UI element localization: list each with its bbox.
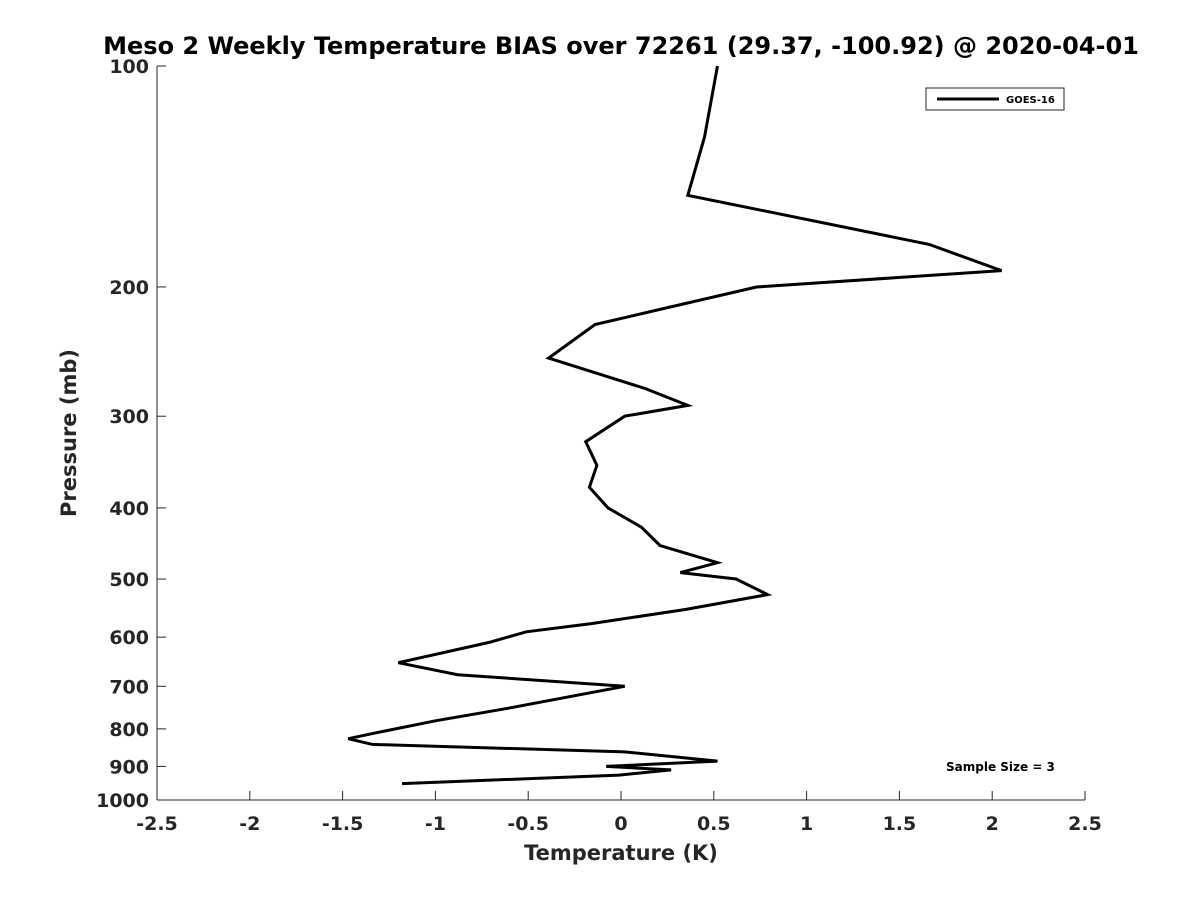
series-line-goes-16 <box>347 65 1003 786</box>
y-tick-label: 700 <box>109 676 149 698</box>
y-tick-label: 300 <box>109 406 149 428</box>
x-tick-label: 1 <box>800 813 813 835</box>
y-tick-label: 100 <box>109 56 149 78</box>
y-tick-label: 1000 <box>96 790 149 812</box>
y-tick-label: 500 <box>109 569 149 591</box>
x-tick-label: -1 <box>425 813 446 835</box>
legend: GOES-16 <box>925 87 1065 111</box>
y-tick-label: 800 <box>109 719 149 741</box>
y-tick-label: 900 <box>109 756 149 778</box>
x-tick-label: 2 <box>986 813 999 835</box>
ticks-layer: -2.5 -2 -1.5 -1 -0.5 0 0.5 1 1.5 2 2.5 100 200 300 400… <box>96 56 1102 835</box>
x-tick-label: -0.5 <box>507 813 549 835</box>
y-axis-label: Pressure (mb) <box>57 349 81 517</box>
x-tick-label: -1.5 <box>322 813 364 835</box>
x-tick-label: 0 <box>614 813 627 835</box>
x-tick-label: -2 <box>239 813 260 835</box>
chart-title: Meso 2 Weekly Temperature BIAS over 7226… <box>103 32 1139 60</box>
x-tick-label: 1.5 <box>883 813 917 835</box>
y-tick-label: 600 <box>109 627 149 649</box>
sample-size-annotation: Sample Size = 3 <box>946 760 1055 774</box>
x-tick-label: -2.5 <box>136 813 178 835</box>
x-axis-label: Temperature (K) <box>524 841 718 865</box>
plot-area <box>157 66 1085 800</box>
y-tick-label: 200 <box>109 277 149 299</box>
y-tick-label: 400 <box>109 498 149 520</box>
series-layer <box>347 65 1003 786</box>
legend-entry-goes-16: GOES-16 <box>1006 95 1055 106</box>
x-tick-label: 0.5 <box>697 813 731 835</box>
x-tick-label: 2.5 <box>1068 813 1102 835</box>
